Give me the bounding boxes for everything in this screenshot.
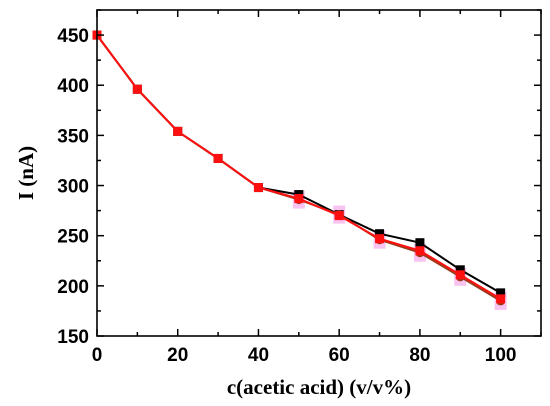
plot-frame bbox=[96, 9, 542, 337]
y-tick-label: 350 bbox=[57, 126, 89, 147]
x-tick-label: 100 bbox=[485, 345, 517, 366]
series-2-point bbox=[334, 211, 344, 221]
x-tick-label: 60 bbox=[329, 345, 350, 366]
series-layer bbox=[92, 30, 506, 306]
tick-labels: 0 20 40 60 80 100 150 200 250 300 350 400 450 bbox=[57, 26, 516, 366]
series-0-point bbox=[415, 238, 425, 248]
y-axis-title: I (nA) bbox=[14, 146, 38, 200]
series-0-line bbox=[96, 34, 502, 294]
x-axis-title: c(acetic acid) (v/v%) bbox=[227, 375, 411, 399]
x-tick-label: 80 bbox=[409, 345, 430, 366]
series-2-point bbox=[455, 270, 465, 280]
axes bbox=[96, 9, 542, 337]
series-2-point bbox=[294, 194, 304, 204]
x-tick-label: 0 bbox=[92, 345, 103, 366]
series-0-point bbox=[496, 288, 506, 298]
series-2-line bbox=[96, 34, 502, 300]
series-2-point bbox=[375, 234, 385, 244]
y-tick-label: 150 bbox=[57, 327, 89, 348]
y-tick-label: 400 bbox=[57, 76, 89, 97]
series-2-point bbox=[173, 126, 183, 136]
y-tick-label: 200 bbox=[57, 277, 89, 298]
series-1-line bbox=[96, 34, 502, 302]
x-tick-label: 40 bbox=[248, 345, 269, 366]
series-0-point bbox=[375, 229, 385, 239]
series-2-point bbox=[253, 183, 263, 193]
series-0-point bbox=[455, 265, 465, 275]
series-2-point bbox=[132, 84, 142, 94]
y-tick-label: 250 bbox=[57, 227, 89, 248]
x-tick-label: 20 bbox=[167, 345, 188, 366]
series-2-point bbox=[415, 246, 425, 256]
series-2-point bbox=[213, 153, 223, 163]
y-tick-label: 450 bbox=[57, 26, 89, 47]
y-tick-label: 300 bbox=[57, 177, 89, 198]
series-2-point bbox=[496, 294, 506, 304]
